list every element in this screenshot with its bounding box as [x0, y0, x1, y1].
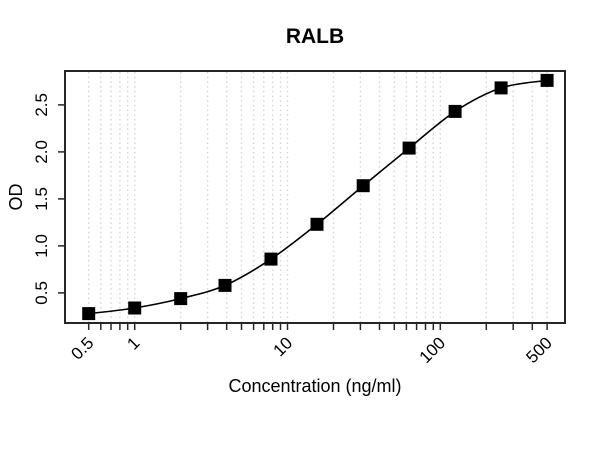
x-tick-label: 1: [123, 333, 143, 353]
y-tick-label: 1.0: [32, 234, 51, 258]
standard-curve: [88, 79, 548, 315]
plot-layer: 0.5 1 10 100 500 0.5 1.0 1.5 2.0 2.5: [32, 70, 566, 367]
x-axis-label: Concentration (ng/ml): [228, 376, 401, 396]
data-point-marker: [402, 141, 416, 155]
data-point-marker: [82, 307, 96, 321]
data-point-marker: [540, 73, 554, 87]
x-tick-label: 10: [269, 333, 296, 360]
y-tick-label: 0.5: [32, 281, 51, 305]
data-point-marker: [264, 252, 278, 266]
x-tick-label: 0.5: [67, 333, 97, 363]
x-tick-label: 500: [522, 333, 555, 366]
y-axis-label: OD: [6, 183, 26, 210]
data-point-marker: [128, 301, 142, 315]
chart-title: RALB: [286, 25, 344, 48]
data-point-marker: [448, 104, 462, 118]
data-point-marker: [174, 292, 188, 306]
y-tick-label: 2.5: [32, 93, 51, 117]
x-tick-label: 100: [416, 333, 449, 366]
plot-border: [64, 70, 566, 324]
data-point-marker: [494, 81, 508, 95]
data-point-marker: [218, 278, 232, 292]
data-point-marker: [310, 217, 324, 231]
y-tick-label: 2.0: [32, 140, 51, 164]
y-tick-label: 1.5: [32, 187, 51, 211]
data-point-marker: [356, 179, 370, 193]
